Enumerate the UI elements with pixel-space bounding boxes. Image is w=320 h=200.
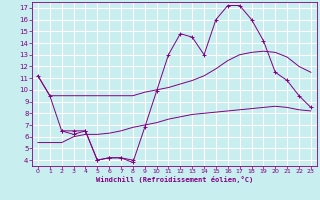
X-axis label: Windchill (Refroidissement éolien,°C): Windchill (Refroidissement éolien,°C)	[96, 176, 253, 183]
